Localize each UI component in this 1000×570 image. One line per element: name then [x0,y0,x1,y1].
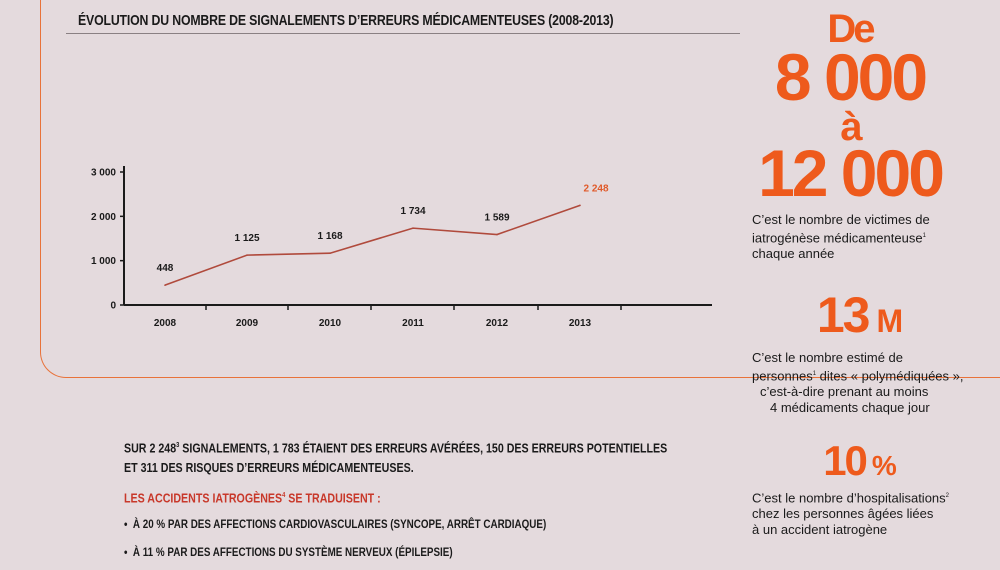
stat-description-victims: C’est le nombre de victimes de iatrogénè… [752,212,930,262]
x-tick-label: 2008 [154,318,177,329]
big-stat-12000: 12 000 [758,136,945,210]
desc-line: c’est-à-dire prenant au moins [760,384,929,400]
bullet-icon: • [124,517,128,531]
data-label: 1 734 [400,206,425,217]
data-point [496,233,498,236]
accidents-heading: LES ACCIDENTS IATROGÈNES4 SE TRADUISENT … [124,486,381,508]
y-tick-label: 3 000 [91,168,116,179]
summary-line: ET 311 DES RISQUES D’ERREURS MÉDICAMENTE… [124,460,414,476]
big-stat-value: 10 [823,437,868,484]
footnote-ref: 4 [282,492,286,499]
big-stat-unit: % [871,450,897,481]
summary-line: SUR 2 2483 SIGNALEMENTS, 1 783 ÉTAIENT D… [124,436,667,458]
bullet-icon: • [124,545,128,559]
desc-text: personnes [752,368,813,384]
big-stat-de: De [827,7,875,51]
summary-paragraph: SUR 2 2483 SIGNALEMENTS, 1 783 ÉTAIENT D… [124,436,667,478]
desc-line: iatrogénèse médicamenteuse1 [752,228,930,246]
summary-text: SIGNALEMENTS, 1 783 ÉTAIENT DES ERREURS … [179,440,668,456]
data-label: 1 168 [317,231,342,242]
desc-line: à un accident iatrogène [752,522,888,538]
x-tick-label: 2012 [486,318,509,329]
data-point [412,227,414,229]
desc-text: dites « polymédiquées », [816,368,964,384]
big-stat-13m: 13 M [780,288,940,348]
summary-text: SUR 2 248 [124,440,177,456]
footnote-ref: 3 [176,442,180,449]
series-line [164,204,581,286]
desc-line: C’est le nombre d’hospitalisations2 [752,488,949,506]
chart-title: ÉVOLUTION DU NOMBRE DE SIGNALEMENTS D’ER… [78,12,614,29]
data-point [329,252,331,255]
data-label: 2 248 [583,183,608,194]
data-point [579,204,581,207]
y-tick-label: 0 [110,301,116,312]
big-stat-value: 13 [816,287,871,343]
chart-frame [40,0,1000,378]
footnote-ref: 2 [945,493,949,499]
x-tick-label: 2013 [569,318,592,329]
stat-description-hospitalisations: C’est le nombre d’hospitalisations2 chez… [752,488,949,538]
accidents-text: SE TRADUISENT : [285,490,381,506]
x-tick-label: 2011 [402,318,424,329]
data-label: 1 125 [234,233,259,244]
desc-line: C’est le nombre estimé de [752,350,904,365]
bullet-text: À 20 % PAR DES AFFECTIONS CARDIOVASCULAI… [132,517,547,531]
desc-line: C’est le nombre de victimes de [752,212,930,227]
bullet-item-cardio: • À 20 % PAR DES AFFECTIONS CARDIOVASCUL… [124,517,546,531]
big-stat-10pct: 10% [790,438,930,489]
desc-text: C’est le nombre d’hospitalisations [752,490,946,506]
x-tick-label: 2010 [319,318,342,329]
x-tick-label: 2009 [236,318,259,329]
desc-line: chez les personnes âgées liées [752,506,934,522]
big-stat-a: à [840,105,862,149]
big-stat-8000: 8 000 [774,40,928,114]
desc-line: personnes1 dites « polymédiquées », [752,366,964,384]
accidents-text: LES ACCIDENTS IATROGÈNES [124,490,283,506]
data-point [246,254,248,256]
footnote-ref: 1 [922,233,926,239]
desc-text: iatrogénèse médicamenteuse [752,230,923,246]
data-label: 448 [157,263,174,274]
desc-line: 4 médicaments chaque jour [770,400,930,416]
big-stat-unit: M [876,303,904,339]
data-point [164,284,166,286]
stat-description-polymedicated: C’est le nombre estimé de personnes1 dit… [752,350,964,416]
desc-line: chaque année [752,246,835,262]
bullet-item-nervous: • À 11 % PAR DES AFFECTIONS DU SYSTÈME N… [124,545,453,559]
bullet-text: À 11 % PAR DES AFFECTIONS DU SYSTÈME NER… [132,545,453,559]
footnote-ref: 1 [812,371,817,377]
data-label: 1 589 [484,213,509,224]
title-divider [66,33,740,34]
y-tick-label: 2 000 [91,212,116,223]
y-tick-label: 1 000 [91,256,116,267]
